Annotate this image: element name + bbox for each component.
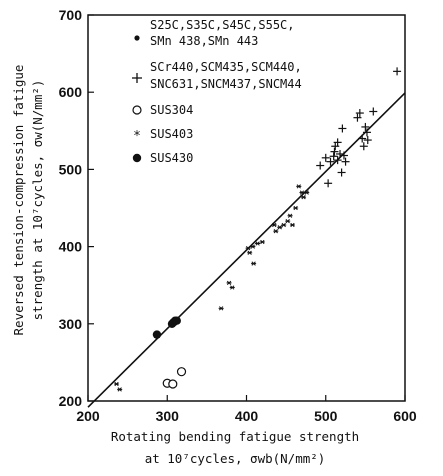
point-star bbox=[271, 222, 277, 228]
y-tick-label: 300 bbox=[59, 316, 83, 332]
point-star bbox=[285, 218, 291, 224]
legend-label-s25c-line2: SMn 438,SMn 443 bbox=[150, 34, 258, 48]
point-plus bbox=[324, 179, 333, 188]
point-plus bbox=[321, 153, 330, 162]
point-star bbox=[273, 229, 279, 234]
legend-marker-plus bbox=[132, 73, 142, 83]
legend-label-scr440-line2: SNC631,SNCM437,SNCM44 bbox=[150, 77, 302, 91]
point-plus bbox=[353, 113, 362, 122]
y-tick-label: 700 bbox=[59, 7, 83, 23]
legend-marker-star: * bbox=[134, 129, 141, 144]
x-tick-label: 200 bbox=[76, 408, 100, 424]
point-plus bbox=[339, 151, 348, 160]
point-plus bbox=[355, 109, 364, 118]
point-open-circle bbox=[168, 379, 178, 389]
point-star bbox=[304, 190, 310, 195]
point-plus bbox=[330, 147, 339, 156]
point-star bbox=[281, 222, 287, 228]
point-star bbox=[251, 261, 257, 266]
point-star bbox=[301, 195, 307, 200]
y-tick-label: 400 bbox=[59, 239, 83, 255]
legend-label-sus430: SUS430 bbox=[150, 151, 193, 165]
point-star bbox=[247, 250, 253, 255]
x-axis-title-line2: at 10⁷cycles, σwb(N/mm²) bbox=[145, 451, 326, 466]
point-plus bbox=[393, 67, 402, 76]
point-plus bbox=[362, 128, 371, 137]
point-star bbox=[250, 244, 256, 249]
point-star bbox=[287, 213, 293, 218]
point-plus bbox=[338, 124, 347, 133]
legend-label-sus403: SUS403 bbox=[150, 127, 193, 141]
point-plus bbox=[336, 149, 345, 158]
point-open-circle bbox=[176, 367, 187, 377]
point-filled-circle bbox=[152, 330, 162, 339]
y-axis-title: Reversed tension-compression fatigue bbox=[11, 65, 26, 336]
point-plus bbox=[329, 152, 338, 161]
legend-label-s25c-line1: S25C,S35C,S45C,S55C, bbox=[150, 18, 295, 32]
y-tick-label: 200 bbox=[59, 393, 83, 409]
point-star bbox=[117, 387, 123, 392]
point-star bbox=[259, 239, 265, 245]
point-star bbox=[245, 245, 251, 251]
point-plus bbox=[316, 161, 325, 170]
axis-ticks: 200 300 400 500 600 200 300 400 500 600 700 bbox=[59, 7, 417, 424]
x-tick-label: 500 bbox=[314, 408, 338, 424]
point-star bbox=[299, 190, 305, 195]
point-plus bbox=[369, 107, 378, 116]
x-tick-label: 300 bbox=[156, 408, 180, 424]
point-star bbox=[296, 184, 302, 189]
point-plus bbox=[333, 138, 342, 147]
point-plus bbox=[326, 157, 335, 166]
x-tick-label: 400 bbox=[235, 408, 259, 424]
point-star bbox=[226, 280, 232, 286]
legend-marker-dot bbox=[134, 35, 140, 41]
point-star bbox=[218, 306, 224, 311]
point-star bbox=[293, 205, 299, 211]
point-filled-circle bbox=[172, 316, 181, 325]
point-plus bbox=[363, 136, 372, 145]
point-plus bbox=[337, 168, 346, 177]
point-star bbox=[229, 285, 235, 290]
point-star bbox=[114, 381, 120, 387]
y-axis-title-line2: strength at 10⁷cycles, σw(N/mm²) bbox=[30, 80, 45, 321]
point-plus bbox=[359, 142, 368, 151]
point-plus bbox=[361, 122, 370, 131]
legend-marker-open-circle bbox=[132, 105, 142, 115]
legend-marker-filled-circle bbox=[132, 153, 142, 163]
point-star bbox=[277, 225, 283, 230]
point-star bbox=[289, 222, 295, 228]
data-marks bbox=[114, 67, 402, 392]
legend: S25C,S35C,S45C,S55C, SMn 438,SMn 443 SCr… bbox=[132, 18, 302, 165]
point-plus bbox=[341, 157, 350, 166]
y-tick-label: 500 bbox=[59, 161, 83, 177]
legend-label-scr440-line1: SCr440,SCM435,SCM440, bbox=[150, 60, 302, 74]
point-plus bbox=[333, 156, 342, 165]
legend-label-sus304: SUS304 bbox=[150, 103, 193, 117]
y-tick-label: 600 bbox=[59, 84, 83, 100]
x-axis-title: Rotating bending fatigue strength bbox=[111, 429, 359, 444]
point-star bbox=[255, 241, 261, 246]
x-tick-label: 600 bbox=[393, 408, 417, 424]
point-plus bbox=[358, 134, 367, 143]
